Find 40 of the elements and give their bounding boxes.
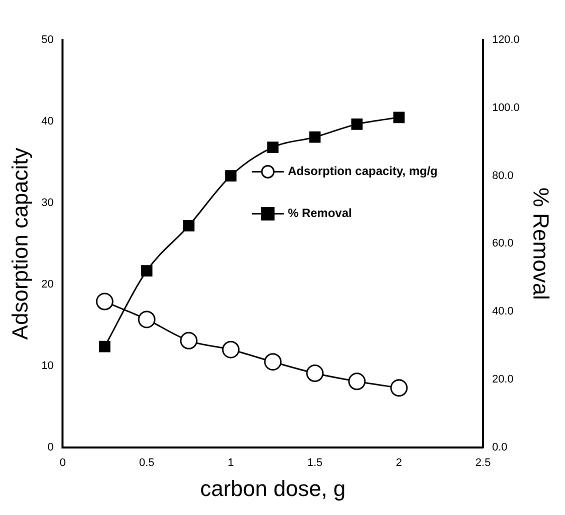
y2-axis-title: % Removal — [528, 187, 554, 300]
y2-tick-label: 100.0 — [492, 102, 520, 114]
point — [264, 353, 282, 371]
x-tick-label: 1.5 — [307, 457, 323, 470]
x-axis-title: carbon dose, g — [200, 476, 346, 501]
y-tick-label: 50 — [41, 34, 54, 46]
point — [390, 379, 408, 397]
point — [180, 332, 198, 350]
y-tick-label: 20 — [41, 278, 54, 290]
point — [309, 131, 321, 143]
point — [222, 340, 240, 358]
x-tick-label: 0.5 — [139, 457, 154, 470]
point — [348, 372, 366, 390]
point — [306, 364, 324, 382]
y-tick-label: 10 — [41, 360, 54, 372]
y-axis-title: Adsorption capacity — [7, 148, 32, 340]
x-tick-label: 1 — [228, 457, 234, 470]
point — [98, 340, 110, 352]
point — [183, 220, 194, 232]
x-tick-label: 0 — [60, 457, 66, 470]
x-tick-label: 2 — [396, 457, 402, 470]
y2-tick-label: 120.0 — [492, 34, 520, 46]
y-tick-label: 0 — [48, 441, 54, 454]
y2-tick-label: 60.0 — [492, 238, 514, 250]
point — [141, 265, 152, 277]
y-tick-label: 30 — [41, 196, 54, 209]
y2-tick-label: 20.0 — [492, 374, 514, 386]
point — [393, 112, 405, 124]
point — [267, 142, 279, 153]
point — [225, 170, 237, 182]
legend-label: Adsorption capacity, mg/g — [288, 164, 438, 178]
y2-tick-label: 40.0 — [492, 306, 514, 318]
y2-tick-label: 0.0 — [492, 441, 508, 454]
y-tick-label: 40 — [41, 116, 54, 128]
point — [351, 118, 363, 130]
y2-tick-label: 80.0 — [492, 170, 514, 182]
point — [138, 310, 156, 328]
point — [96, 292, 114, 310]
x-tick-label: 2.5 — [475, 457, 491, 470]
legend-label: % Removal — [288, 206, 352, 220]
